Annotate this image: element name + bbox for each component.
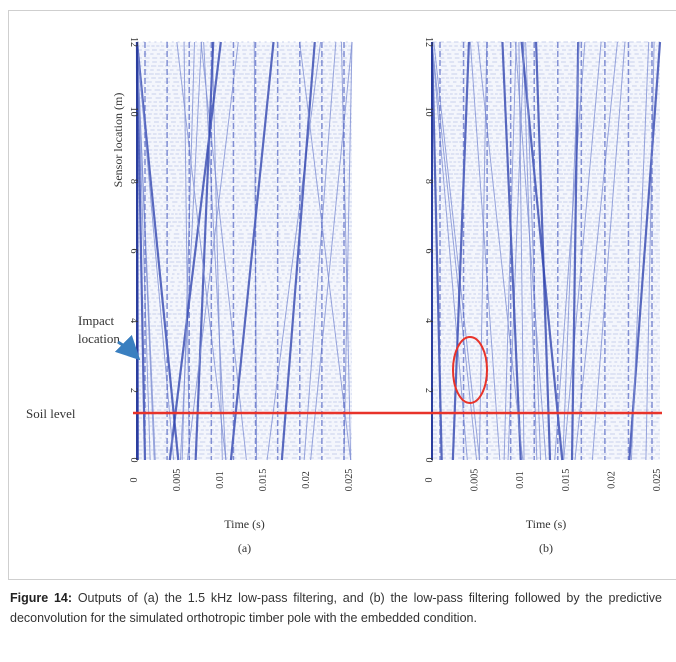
- y-tick-label: 6: [423, 249, 434, 254]
- y-tick-label: 12: [423, 37, 434, 47]
- impact-arrow: [114, 334, 141, 361]
- impact-label: location: [78, 331, 120, 346]
- wavefront: [168, 41, 222, 461]
- wavefront: [136, 41, 175, 461]
- wavefront: [176, 41, 227, 461]
- x-tick-label: 0.005: [470, 469, 481, 492]
- wavefront: [469, 41, 501, 461]
- wavefront: [194, 41, 215, 461]
- x-tick-label: 0.025: [652, 469, 663, 492]
- wavefront: [645, 41, 655, 461]
- wavefront: [431, 41, 468, 461]
- y-tick-label: 4: [423, 318, 434, 323]
- y-tick-label: 4: [128, 318, 139, 323]
- caption-text: Outputs of (a) the 1.5 kHz low-pass filt…: [10, 591, 662, 625]
- x-tick-label: 0.015: [258, 469, 269, 492]
- wavefront: [518, 41, 525, 461]
- wavefront: [534, 41, 552, 461]
- wavefront: [507, 41, 525, 461]
- y-tick-label: 6: [128, 249, 139, 254]
- x-tick-label: 0: [129, 478, 140, 483]
- wavefront: [554, 41, 586, 461]
- x-tick-label: 0: [424, 478, 435, 483]
- wavefront: [136, 41, 151, 461]
- wavefront: [430, 41, 443, 461]
- caption: Figure 14: Outputs of (a) the 1.5 kHz lo…: [10, 588, 662, 628]
- wavefront: [229, 41, 275, 461]
- wavefront: [203, 41, 227, 461]
- wavefront: [181, 41, 195, 461]
- x-tick-label: 0.02: [606, 471, 617, 489]
- panel-label: (b): [539, 541, 553, 555]
- wavefront: [563, 41, 602, 461]
- x-tick-label: 0.025: [344, 469, 355, 492]
- wavefront: [501, 41, 522, 461]
- y-tick-label: 10: [128, 107, 139, 117]
- wavefront: [310, 41, 353, 461]
- wavefront: [570, 41, 580, 461]
- y-tick-label: 0: [423, 458, 434, 463]
- wavefront: [135, 41, 147, 461]
- x-tick-label: 0.02: [301, 471, 312, 489]
- y-tick-label: 8: [423, 179, 434, 184]
- y-tick-label: 2: [423, 388, 434, 393]
- wavefront: [343, 41, 353, 461]
- wavefront: [280, 41, 316, 461]
- wavefront: [574, 41, 618, 461]
- wavefront: [431, 41, 478, 461]
- wavefront: [135, 41, 180, 461]
- highlight-ellipse: [452, 336, 488, 404]
- wavefront: [186, 41, 239, 461]
- impact-label: Impact: [78, 313, 114, 328]
- caption-label: Figure 14:: [10, 591, 73, 605]
- x-tick-label: 0.01: [215, 471, 226, 489]
- x-axis-label: Time (s): [224, 517, 265, 531]
- x-tick-label: 0.015: [561, 469, 572, 492]
- panels: 12 10 8 6 4 2 0 0 0.005 0.01 0.015 0.02 0.025 Sensor …: [111, 37, 663, 555]
- x-tick-label: 0.01: [515, 471, 526, 489]
- wavefront: [477, 41, 524, 461]
- x-tick-label: 0.005: [172, 469, 183, 492]
- wavefront: [136, 41, 156, 461]
- y-axis-label: Sensor location (m): [111, 93, 125, 188]
- wavefront: [266, 41, 322, 461]
- figure: 12 10 8 6 4 2 0 0 0.005 0.01 0.015 0.02 0.025 Sensor …: [26, 37, 663, 555]
- figure-frame: [8, 10, 676, 580]
- x-axis-label: Time (s): [526, 517, 567, 531]
- y-tick-label: 10: [423, 107, 434, 117]
- wavefront: [211, 41, 223, 461]
- wavefront: [340, 41, 352, 461]
- y-tick-label: 12: [128, 37, 139, 47]
- wavefront: [514, 41, 547, 461]
- wavefront: [562, 41, 580, 461]
- wavefront: [630, 41, 650, 461]
- wavefront: [303, 41, 337, 461]
- wavefront: [433, 41, 481, 461]
- soil-label: Soil level: [26, 406, 76, 421]
- wavefront: [525, 41, 542, 461]
- y-tick-label: 8: [128, 179, 139, 184]
- y-tick-label: 0: [128, 458, 139, 463]
- y-tick-label: 2: [128, 388, 139, 393]
- panel-label: (a): [238, 541, 251, 555]
- wavefront: [522, 41, 538, 461]
- wavefront: [591, 41, 626, 461]
- wavefront: [299, 41, 352, 461]
